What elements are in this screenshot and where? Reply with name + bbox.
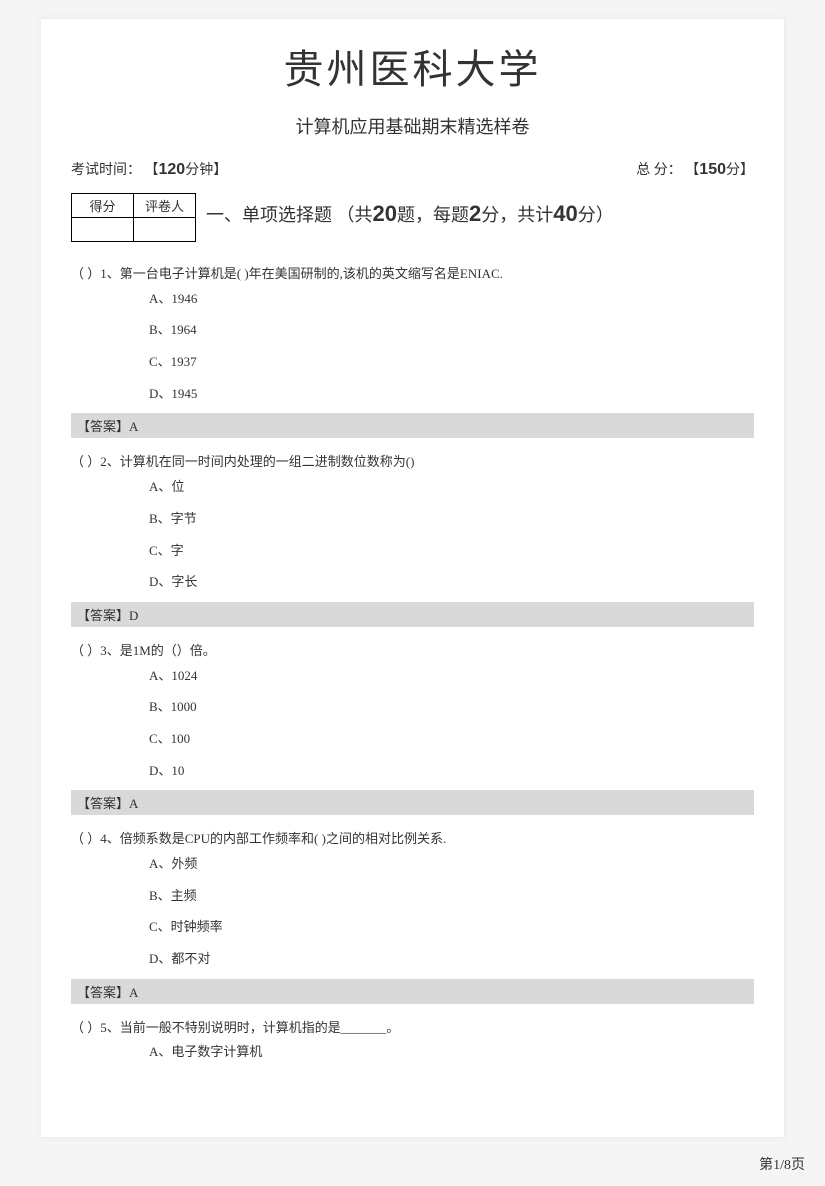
total-score-unit: 分 xyxy=(726,163,740,178)
section-header-row: 得分 评卷人 一、单项选择题 （共20题，每题2分，共计40分） xyxy=(71,193,754,242)
question-block: （ ）1、第一台电子计算机是( )年在美国研制的,该机的英文缩写名是ENIAC.… xyxy=(71,262,754,406)
total-score-label: 总 分： xyxy=(636,163,682,178)
question-stem: （ ）3、是1M的（）倍。 xyxy=(71,639,754,664)
question-stem: （ ）4、倍频系数是CPU的内部工作频率和( )之间的相对比例关系. xyxy=(71,827,754,852)
question-block: （ ）2、计算机在同一时间内处理的一组二进制数位数称为() A、位 B、字节 C… xyxy=(71,450,754,594)
option-d: D、字长 xyxy=(149,570,754,595)
option-d: D、10 xyxy=(149,759,754,784)
university-title: 贵州医科大学 xyxy=(71,37,754,95)
question-stem: （ ）5、当前一般不特别说明时，计算机指的是_______。 xyxy=(71,1016,754,1041)
answer-bar: 【答案】A xyxy=(71,979,754,1004)
option-a: A、1946 xyxy=(149,287,754,312)
option-a: A、电子数字计算机 xyxy=(149,1040,754,1065)
question-stem: （ ）1、第一台电子计算机是( )年在美国研制的,该机的英文缩写名是ENIAC. xyxy=(71,262,754,287)
option-b: B、主频 xyxy=(149,884,754,909)
section-mid2: 分，共计 xyxy=(481,205,553,225)
exam-page: 贵州医科大学 计算机应用基础期末精选样卷 考试时间： 【120分钟】 总 分： … xyxy=(40,18,785,1138)
question-options: A、电子数字计算机 xyxy=(71,1040,754,1065)
answer-value: A xyxy=(129,796,138,811)
answer-value: A xyxy=(129,985,138,1000)
section-total: 40 xyxy=(553,201,577,226)
answer-label: 【答案】 xyxy=(77,608,129,623)
question-options: A、1946 B、1964 C、1937 D、1945 xyxy=(71,287,754,407)
answer-bar: 【答案】A xyxy=(71,790,754,815)
option-a: A、外频 xyxy=(149,852,754,877)
option-d: D、1945 xyxy=(149,382,754,407)
section-title: 一、单项选择题 （共20题，每题2分，共计40分） xyxy=(206,193,614,227)
section-qcount: 20 xyxy=(373,201,397,226)
option-b: B、字节 xyxy=(149,507,754,532)
question-options: A、1024 B、1000 C、100 D、10 xyxy=(71,664,754,784)
score-table: 得分 评卷人 xyxy=(71,193,196,242)
exam-time-label: 考试时间： xyxy=(71,163,141,178)
exam-subtitle: 计算机应用基础期末精选样卷 xyxy=(71,113,754,139)
answer-label: 【答案】 xyxy=(77,985,129,1000)
option-c: C、100 xyxy=(149,727,754,752)
answer-value: D xyxy=(129,608,138,623)
question-block: （ ）3、是1M的（）倍。 A、1024 B、1000 C、100 D、10 xyxy=(71,639,754,783)
section-per-point: 2 xyxy=(469,201,481,226)
grader-cell-empty xyxy=(134,218,196,242)
option-b: B、1964 xyxy=(149,318,754,343)
question-options: A、外频 B、主频 C、时钟频率 D、都不对 xyxy=(71,852,754,972)
section-prefix: 一、单项选择题 （共 xyxy=(206,205,373,225)
answer-bar: 【答案】D xyxy=(71,602,754,627)
question-options: A、位 B、字节 C、字 D、字长 xyxy=(71,475,754,595)
option-a: A、位 xyxy=(149,475,754,500)
section-mid1: 题，每题 xyxy=(397,205,469,225)
question-block: （ ）4、倍频系数是CPU的内部工作频率和( )之间的相对比例关系. A、外频 … xyxy=(71,827,754,971)
section-suffix: 分） xyxy=(578,205,614,225)
option-a: A、1024 xyxy=(149,664,754,689)
total-score-value: 150 xyxy=(699,161,726,178)
score-cell-empty xyxy=(72,218,134,242)
option-c: C、时钟频率 xyxy=(149,915,754,940)
answer-label: 【答案】 xyxy=(77,419,129,434)
score-header-score: 得分 xyxy=(72,194,134,218)
exam-time-unit: 分钟 xyxy=(185,163,213,178)
exam-meta-row: 考试时间： 【120分钟】 总 分： 【150分】 xyxy=(71,159,754,179)
option-c: C、1937 xyxy=(149,350,754,375)
option-d: D、都不对 xyxy=(149,947,754,972)
question-stem: （ ）2、计算机在同一时间内处理的一组二进制数位数称为() xyxy=(71,450,754,475)
option-c: C、字 xyxy=(149,539,754,564)
score-header-grader: 评卷人 xyxy=(134,194,196,218)
page-indicator: 第1/8页 xyxy=(759,1154,805,1174)
exam-time: 考试时间： 【120分钟】 xyxy=(71,159,227,179)
option-b: B、1000 xyxy=(149,695,754,720)
question-block: （ ）5、当前一般不特别说明时，计算机指的是_______。 A、电子数字计算机 xyxy=(71,1016,754,1065)
answer-bar: 【答案】A xyxy=(71,413,754,438)
total-score: 总 分： 【150分】 xyxy=(636,159,754,179)
answer-label: 【答案】 xyxy=(77,796,129,811)
answer-value: A xyxy=(129,419,138,434)
exam-time-value: 120 xyxy=(159,161,186,178)
